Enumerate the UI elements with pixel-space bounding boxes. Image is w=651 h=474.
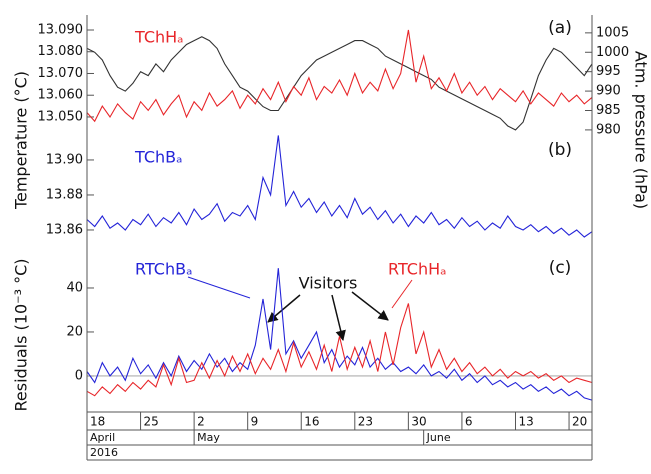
x-tick-label: 9 [251, 415, 259, 429]
x-tick-label: 20 [572, 415, 587, 429]
y-tick-label: 40 [66, 280, 83, 295]
y2-tick-label: 990 [596, 84, 621, 99]
panel-label: (a) [548, 18, 572, 38]
x-tick-label: 25 [144, 415, 159, 429]
y2-axis-title: Atm. pressure (hPa) [632, 51, 651, 209]
y-tick-label: 0 [75, 368, 83, 383]
data-line [86, 135, 593, 238]
y-tick-label: 13.070 [38, 66, 84, 81]
x-tick-label: 13 [518, 415, 533, 429]
x-tick-label: 2 [197, 415, 205, 429]
y-axis-title: Residuals (10⁻³ °C) [12, 259, 31, 412]
x-tick-label: 23 [358, 415, 373, 429]
y-tick-label: 13.060 [38, 88, 84, 103]
y-tick-label: 13.080 [38, 44, 84, 59]
series-label: TChHₐ [134, 28, 183, 47]
annotation-arrows [267, 291, 389, 342]
y-tick-label: 13.050 [38, 109, 84, 124]
annotation: Visitors [299, 274, 358, 293]
month-label: June [426, 431, 451, 444]
data-line [86, 36, 593, 131]
month-label: April [90, 431, 115, 444]
y2-tick-label: 985 [596, 103, 621, 118]
y-tick-label: 20 [66, 324, 83, 339]
data-line [86, 303, 593, 397]
x-tick-label: 6 [465, 415, 473, 429]
panel-label: (b) [548, 140, 572, 160]
y2-tick-label: 1005 [596, 25, 629, 40]
y2-tick-label: 995 [596, 64, 621, 79]
y-tick-label: 13.90 [46, 152, 83, 167]
leader-line [187, 276, 251, 299]
data-line [86, 268, 593, 401]
x-tick-label: 30 [411, 415, 426, 429]
panel-label: (c) [549, 258, 572, 278]
month-label: May [197, 431, 220, 444]
y-tick-label: 13.090 [38, 23, 84, 38]
year-label: 2016 [90, 446, 118, 459]
leader-line [391, 279, 413, 309]
y-tick-label: 13.86 [46, 222, 83, 237]
series-label: TChBₐ [134, 148, 182, 167]
x-tick-label: 18 [90, 415, 105, 429]
y-axis-title: Temperature (°C) [12, 71, 31, 210]
x-tick-label: 16 [304, 415, 319, 429]
y-tick-label: 13.88 [46, 187, 83, 202]
data-line [86, 29, 593, 123]
y2-tick-label: 1000 [596, 45, 629, 60]
y2-tick-label: 980 [596, 122, 621, 137]
series-label: RTChBₐ [135, 260, 192, 279]
series-label: RTChHₐ [388, 260, 446, 279]
